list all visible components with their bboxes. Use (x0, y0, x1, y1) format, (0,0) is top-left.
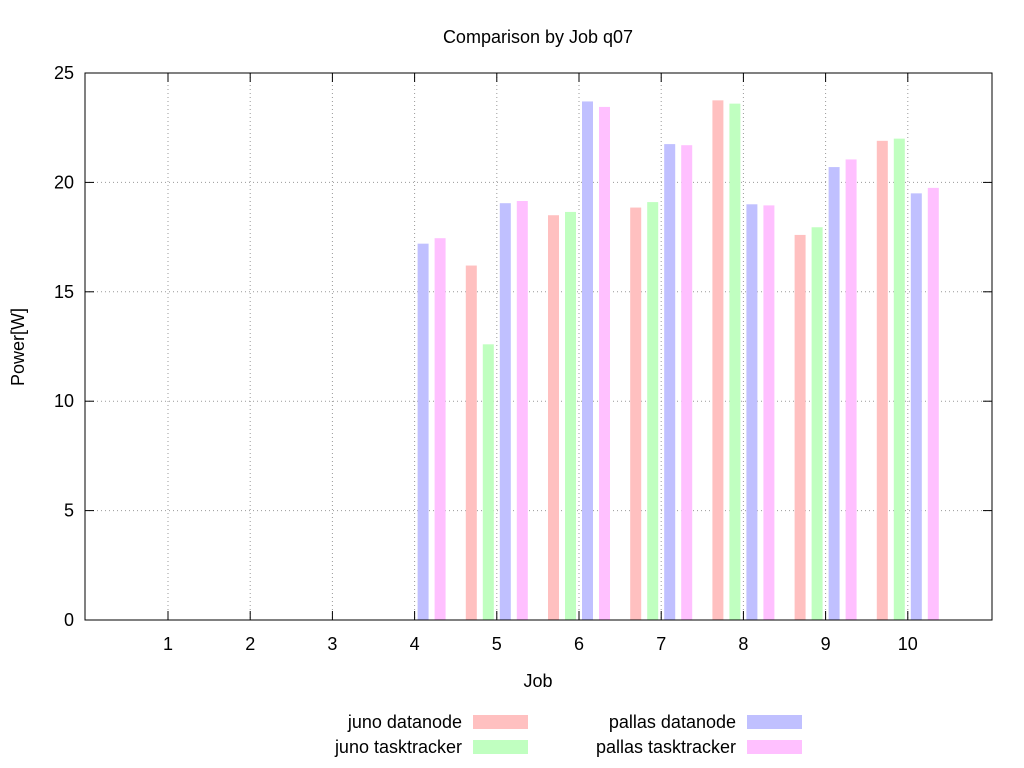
x-tick-label: 8 (738, 634, 748, 654)
legend-swatch (747, 740, 802, 754)
bar-pallas-tasktracker-8 (763, 205, 775, 620)
plot-frame (84, 72, 993, 621)
bar-pallas-tasktracker-4 (434, 238, 446, 620)
x-tick-label: 4 (410, 634, 420, 654)
bar-juno-datanode-6 (548, 215, 559, 620)
bar-pallas-tasktracker-6 (599, 106, 610, 620)
legend-swatch (473, 715, 528, 729)
y-tick-label: 0 (64, 610, 74, 630)
y-axis-label: Power[W] (8, 308, 28, 386)
bar-pallas-datanode-6 (582, 101, 593, 621)
x-axis-ticks: 1 2 3 4 5 6 7 8 9 10 (163, 73, 918, 654)
bar-juno-datanode-7 (630, 207, 642, 620)
legend-item: juno datanode (347, 712, 528, 732)
bar-pallas-datanode-5 (499, 203, 511, 620)
x-tick-label: 3 (327, 634, 337, 654)
bar-pallas-datanode-7 (664, 144, 676, 621)
legend-label: juno datanode (347, 712, 462, 732)
chart-title: Comparison by Job q07 (443, 27, 633, 47)
legend-label: pallas tasktracker (596, 737, 736, 757)
x-tick-label: 9 (821, 634, 831, 654)
bar-juno-datanode-10 (876, 140, 888, 620)
bar-pallas-tasktracker-7 (681, 145, 693, 621)
bar-pallas-datanode-8 (746, 204, 758, 620)
y-tick-label: 20 (54, 172, 74, 192)
bar-pallas-tasktracker-9 (845, 159, 857, 620)
legend-swatch (473, 740, 528, 754)
x-axis-label: Job (523, 671, 552, 691)
bar-juno-tasktracker-9 (811, 227, 823, 620)
y-tick-label: 10 (54, 391, 74, 411)
x-tick-label: 7 (656, 634, 666, 654)
legend: juno datanode juno tasktracker pallas data… (334, 712, 802, 757)
legend-item: pallas tasktracker (596, 737, 802, 757)
bar-juno-datanode-9 (794, 234, 806, 621)
bar-juno-tasktracker-6 (565, 211, 576, 621)
bar-juno-tasktracker-7 (647, 202, 659, 621)
bar-juno-tasktracker-8 (729, 103, 741, 620)
x-tick-label: 1 (163, 634, 173, 654)
bar-juno-tasktracker-5 (482, 344, 494, 620)
bars (417, 100, 939, 621)
x-tick-label: 10 (898, 634, 918, 654)
x-tick-label: 6 (574, 634, 584, 654)
legend-item: pallas datanode (609, 712, 802, 732)
x-tick-label: 5 (492, 634, 502, 654)
legend-item: juno tasktracker (334, 737, 528, 757)
bar-pallas-tasktracker-10 (927, 187, 939, 620)
legend-label: juno tasktracker (334, 737, 462, 757)
bar-juno-datanode-8 (712, 100, 724, 621)
legend-swatch (747, 715, 802, 729)
bar-juno-tasktracker-10 (893, 138, 905, 620)
bar-pallas-tasktracker-5 (516, 200, 528, 621)
y-axis-ticks: 0 5 10 15 20 25 (54, 63, 992, 630)
bar-pallas-datanode-10 (910, 193, 922, 620)
y-tick-label: 15 (54, 282, 74, 302)
legend-label: pallas datanode (609, 712, 736, 732)
bar-juno-datanode-5 (465, 265, 477, 620)
y-tick-label: 5 (64, 501, 74, 521)
x-tick-label: 2 (245, 634, 255, 654)
bar-pallas-datanode-9 (828, 167, 840, 621)
y-tick-label: 25 (54, 63, 74, 83)
bar-pallas-datanode-4 (417, 243, 429, 620)
